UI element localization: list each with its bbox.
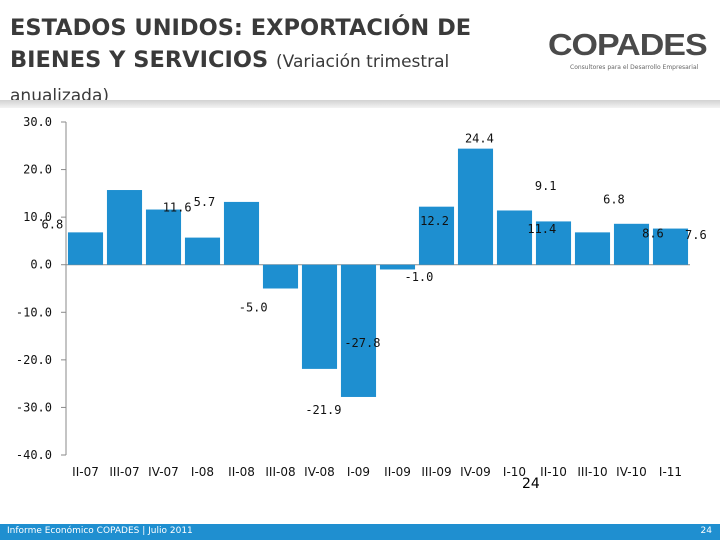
data-label: -1.0	[404, 270, 433, 284]
x-tick-label: IV-07	[148, 465, 179, 479]
data-label: 6.8	[603, 193, 625, 207]
y-tick-label: -10.0	[16, 305, 52, 319]
data-label: -21.9	[305, 403, 341, 417]
y-tick-label: 0.0	[30, 258, 52, 272]
bar	[184, 237, 221, 265]
x-tick-label: III-08	[265, 465, 295, 479]
title-main: ESTADOS UNIDOS: EXPORTACIÓN DE BIENES Y …	[10, 15, 472, 73]
page-number: 24	[522, 476, 540, 492]
bar	[418, 206, 455, 265]
data-label: 11.4	[527, 222, 556, 236]
x-tick-label: IV-10	[616, 465, 647, 479]
x-tick-label: IV-08	[304, 465, 335, 479]
bar	[67, 232, 104, 265]
bar	[223, 201, 260, 265]
bar	[301, 264, 338, 369]
data-label: 6.8	[42, 217, 64, 231]
x-tick-label: I-08	[191, 465, 214, 479]
footer-bar: Informe Económico COPADES | Julio 2011 2…	[0, 524, 720, 540]
y-tick-label: 20.0	[23, 163, 52, 177]
data-label: 7.6	[685, 228, 707, 242]
x-tick-label: I-10	[503, 465, 526, 479]
x-tick-label: I-11	[659, 465, 682, 479]
footer-report-label: Informe Económico COPADES | Julio 2011	[7, 526, 193, 536]
bar	[145, 209, 182, 265]
bar	[106, 190, 143, 265]
data-label: 24.4	[465, 132, 494, 146]
data-label: 11.6	[163, 201, 192, 215]
x-tick-label: III-10	[577, 465, 607, 479]
x-tick-label: II-10	[540, 465, 567, 479]
bar	[652, 228, 689, 265]
x-tick-label: III-07	[109, 465, 139, 479]
x-tick-label: I-09	[347, 465, 370, 479]
logo-wordmark: COPADES	[548, 28, 708, 63]
x-tick-label: II-09	[384, 465, 411, 479]
data-label: 12.2	[420, 214, 449, 228]
x-tick-label: II-08	[228, 465, 255, 479]
data-label: -27.8	[344, 336, 380, 350]
footer-page-number: 24	[700, 526, 712, 536]
data-label: 8.6	[642, 226, 664, 240]
bar	[340, 264, 377, 397]
y-tick-label: 30.0	[23, 115, 52, 129]
x-tick-label: II-07	[72, 465, 99, 479]
bar	[535, 221, 572, 265]
copades-logo: COPADES Consultores para el Desarrollo E…	[548, 28, 708, 71]
y-tick-label: -40.0	[16, 448, 52, 462]
y-tick-label: 10.0	[23, 210, 52, 224]
data-label: 5.7	[194, 195, 216, 209]
logo-tagline: Consultores para el Desarrollo Empresari…	[570, 64, 699, 71]
bar	[574, 232, 611, 265]
slide-header: ESTADOS UNIDOS: EXPORTACIÓN DE BIENES Y …	[0, 0, 720, 106]
bar	[379, 264, 416, 270]
bar	[457, 148, 494, 265]
x-tick-label: III-09	[421, 465, 451, 479]
bar	[496, 210, 533, 265]
bar	[613, 223, 650, 265]
data-label: -5.0	[239, 301, 268, 315]
bar	[262, 264, 299, 289]
header-divider	[0, 100, 720, 108]
x-tick-label: IV-09	[460, 465, 491, 479]
slide-title: ESTADOS UNIDOS: EXPORTACIÓN DE BIENES Y …	[10, 12, 530, 112]
data-label: 9.1	[535, 179, 557, 193]
y-tick-label: -30.0	[16, 400, 52, 414]
y-tick-label: -20.0	[16, 353, 52, 367]
